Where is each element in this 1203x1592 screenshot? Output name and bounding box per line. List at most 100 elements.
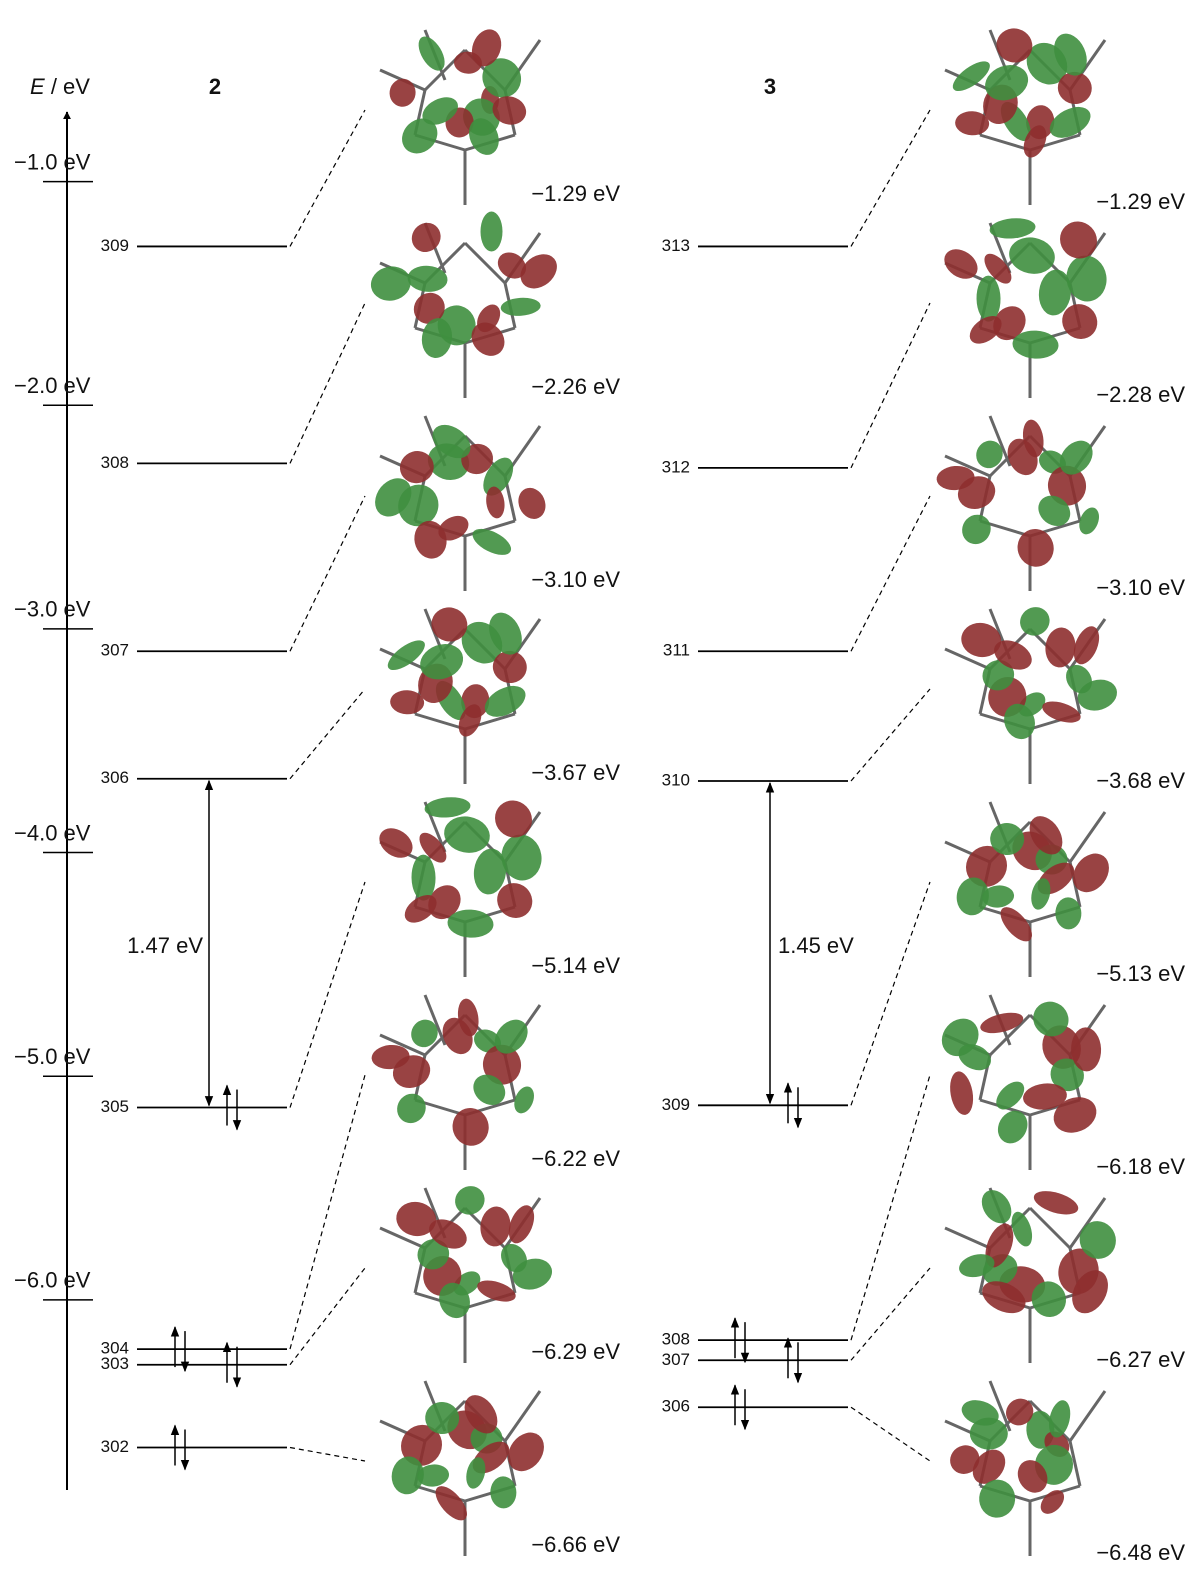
orbital-lobe	[391, 1088, 431, 1129]
orbital-image	[380, 603, 540, 784]
orbital-lobe	[978, 1009, 1025, 1037]
orbital-number: 309	[101, 236, 129, 255]
orbital-lobe	[406, 1015, 443, 1052]
orbital-image	[945, 1381, 1105, 1556]
orbital-image	[934, 995, 1105, 1170]
orbital-lobe	[514, 483, 551, 523]
orbital-lobe	[411, 854, 436, 900]
orbital-number: 312	[662, 457, 690, 476]
orbital-number: 306	[101, 768, 129, 787]
connector	[290, 1268, 365, 1365]
orbital-lobe	[1015, 602, 1055, 641]
energy-label: −1.29 eV	[531, 181, 620, 206]
connector	[851, 1075, 930, 1340]
orbital-image	[945, 602, 1121, 784]
energy-label: −6.18 eV	[1096, 1154, 1185, 1179]
orbital-lobe	[976, 275, 1001, 321]
energy-label: −3.10 eV	[531, 567, 620, 592]
orbital-lobe	[500, 296, 541, 317]
molecule-bond	[1070, 1391, 1105, 1441]
orbital-number: 308	[662, 1330, 690, 1349]
connector	[290, 1448, 365, 1461]
energy-label: −6.66 eV	[531, 1532, 620, 1557]
orbital-lobe	[947, 1070, 976, 1117]
axis-label: E / eV	[30, 74, 90, 99]
orbital-image	[380, 1181, 556, 1363]
tick-label: −4.0 eV	[14, 820, 91, 845]
connector	[851, 1407, 930, 1461]
orbital-lobe	[971, 436, 1008, 473]
energy-label: −5.13 eV	[1096, 961, 1185, 986]
orbital-number: 307	[662, 1350, 690, 1369]
orbital-lobe	[441, 813, 493, 857]
connector	[290, 1075, 365, 1349]
energy-label: −6.48 eV	[1096, 1540, 1185, 1565]
orbital-number: 307	[101, 641, 129, 660]
connector	[290, 689, 365, 779]
tick-label: −5.0 eV	[14, 1044, 91, 1069]
connector	[290, 496, 365, 651]
orbital-number: 303	[101, 1354, 129, 1373]
orbital-image	[939, 214, 1110, 398]
connector	[851, 882, 930, 1105]
orbital-lobe	[388, 77, 418, 108]
orbital-number: 306	[662, 1397, 690, 1416]
energy-label: −3.10 eV	[1096, 575, 1185, 600]
orbital-number: 308	[101, 453, 129, 472]
orbital-image	[380, 1381, 551, 1556]
orbital-image	[945, 802, 1116, 977]
orbital-lobe	[406, 217, 447, 258]
orbital-image	[945, 24, 1105, 205]
connector	[290, 303, 365, 463]
connector	[851, 689, 930, 781]
orbital-image	[945, 1184, 1122, 1363]
orbital-number: 310	[662, 770, 690, 789]
orbital-lobe	[478, 1205, 512, 1248]
mo-diagram: E / eV −1.0 eV−2.0 eV−3.0 eV−4.0 eV−5.0 …	[0, 0, 1203, 1587]
gap-label: 1.47 eV	[127, 933, 203, 958]
orbital-image	[374, 793, 545, 977]
orbital-lobe	[480, 212, 502, 252]
orbital-lobe	[1043, 626, 1077, 669]
orbital-lobe	[487, 793, 539, 845]
orbital-lobe	[976, 1184, 1018, 1228]
tick-label: −6.0 eV	[14, 1268, 91, 1293]
energy-label: −6.27 eV	[1096, 1347, 1185, 1372]
orbital-lobe	[1031, 1186, 1081, 1219]
molecule-bond	[945, 1228, 990, 1248]
energy-label: −3.68 eV	[1096, 768, 1185, 793]
orbital-lobe	[1052, 214, 1104, 266]
connector	[290, 882, 365, 1108]
connector	[851, 110, 930, 246]
orbital-lobe	[1006, 234, 1058, 278]
orbital-number: 309	[662, 1095, 690, 1114]
gap-label: 1.45 eV	[778, 933, 854, 958]
orbital-image	[368, 212, 564, 398]
orbital-image	[936, 416, 1105, 591]
orbital-lobe	[978, 1478, 1017, 1519]
connector	[851, 1268, 930, 1360]
orbital-lobe	[956, 509, 996, 550]
tick-label: −1.0 eV	[14, 149, 91, 174]
orbital-lobe	[450, 1181, 490, 1220]
column-header: 3	[764, 74, 776, 99]
orbital-image	[380, 25, 540, 205]
orbital-image	[368, 416, 551, 591]
tick-label: −3.0 eV	[14, 597, 91, 622]
energy-label: −3.67 eV	[531, 760, 620, 785]
column-header: 2	[209, 74, 221, 99]
orbital-number: 311	[663, 641, 690, 660]
orbital-lobe	[992, 1105, 1033, 1148]
energy-label: −2.28 eV	[1096, 382, 1185, 407]
energy-label: −2.26 eV	[531, 374, 620, 399]
energy-label: −6.29 eV	[531, 1339, 620, 1364]
connector	[290, 110, 365, 246]
orbital-number: 313	[662, 236, 690, 255]
orbital-lobe	[368, 263, 414, 305]
orbital-number: 302	[101, 1437, 129, 1456]
energy-label: −1.29 eV	[1096, 189, 1185, 214]
connector	[851, 496, 930, 651]
orbital-image	[371, 995, 540, 1170]
connector	[851, 303, 930, 468]
energy-label: −5.14 eV	[531, 953, 620, 978]
